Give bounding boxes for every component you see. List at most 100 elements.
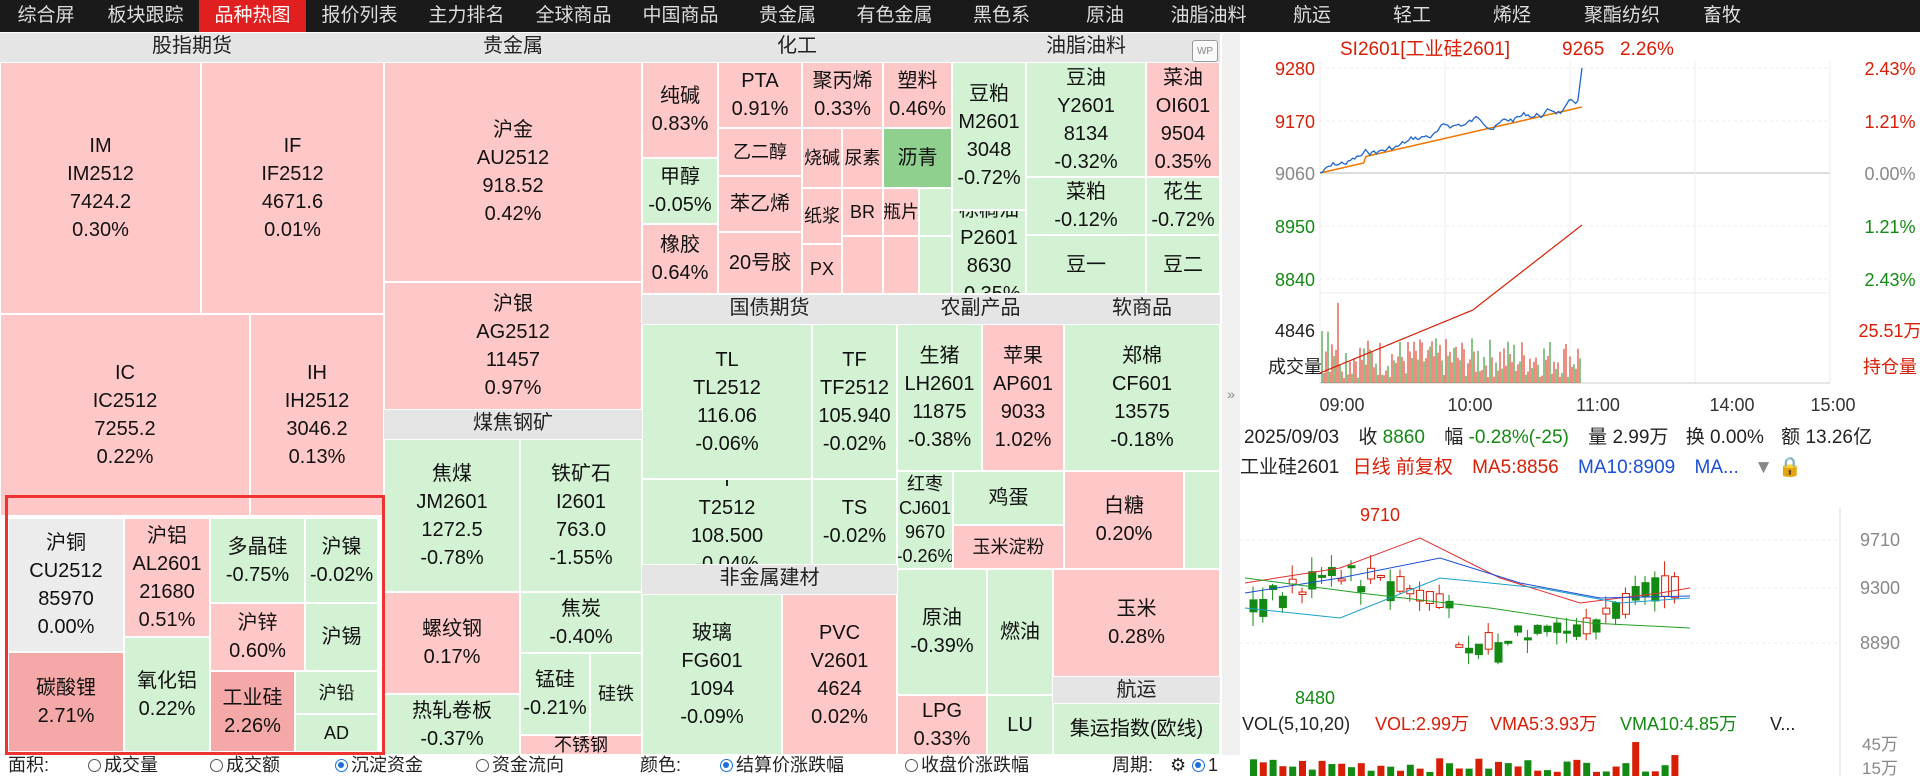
heatmap-cell-ad[interactable]: AD	[295, 714, 378, 752]
heatmap-cell-doupo[interactable]: 豆粕 M2601 3048 -0.72%	[952, 62, 1026, 210]
heatmap-cell-br[interactable]: BR	[842, 188, 883, 236]
heatmap-cell-shaojian[interactable]: 烧碱	[802, 128, 842, 188]
heatmap-cell-pingguo[interactable]: 苹果 AP601 9033 1.02%	[982, 324, 1064, 471]
gear-icon[interactable]: ⚙	[1170, 755, 1187, 775]
area-option-volume[interactable]: 成交量	[88, 755, 158, 776]
heatmap-cell-T[interactable]: T T2512 108.500 -0.04%	[642, 479, 812, 565]
heatmap-cell-IF[interactable]: IF IF2512 4671.6 0.01%	[201, 62, 384, 314]
heatmap-cell-TF[interactable]: TF TF2512 105.940 -0.02%	[812, 324, 897, 479]
heatmap-cell-shengzhu[interactable]: 生猪 LH2601 11875 -0.38%	[897, 324, 982, 471]
dropdown-triangle-icon[interactable]: ▼	[1754, 457, 1773, 478]
nav-tab-2[interactable]: 品种热图	[199, 0, 306, 32]
heatmap-cell-tansuanli[interactable]: 碳酸锂 2.71%	[8, 652, 124, 752]
heatmap-cell-luowen[interactable]: 螺纹钢 0.17%	[384, 592, 520, 694]
nav-tab-6[interactable]: 中国商品	[642, 5, 719, 26]
heatmap-cell-douyi[interactable]: 豆一	[1026, 235, 1146, 294]
area-option-oi-capital[interactable]: 沉淀资金	[335, 755, 423, 776]
heatmap-cell-blank[interactable]	[883, 236, 919, 294]
radio-selected-icon[interactable]	[720, 759, 733, 772]
radio-icon[interactable]	[905, 759, 918, 772]
heatmap-cell-gongyegui[interactable]: 工业硅 2.26%	[210, 671, 295, 752]
heatmap-cell-blank[interactable]	[1184, 471, 1220, 569]
heatmap-cell-niaosu[interactable]: 尿素	[842, 128, 883, 188]
radio-icon[interactable]	[476, 759, 489, 772]
heatmap-cell-douyou[interactable]: 豆油 Y2601 8134 -0.32%	[1026, 62, 1146, 177]
heatmap-cell-jiachun[interactable]: 甲醇 -0.05%	[642, 158, 718, 224]
area-option-amount[interactable]: 成交额	[210, 755, 280, 776]
heatmap-cell-caiyou[interactable]: 菜油 OI601 9504 0.35%	[1146, 62, 1220, 177]
nav-tab-3[interactable]: 报价列表	[321, 5, 398, 26]
heatmap-cell-pta[interactable]: PTA 0.91%	[718, 62, 802, 128]
heatmap-cell-yanghualv[interactable]: 氧化铝 0.22%	[124, 637, 210, 752]
heatmap-cell-chunjian[interactable]: 纯碱 0.83%	[642, 62, 718, 158]
heatmap-cell-blank[interactable]	[919, 188, 952, 236]
nav-tab-15[interactable]: 聚酯纺织	[1583, 5, 1660, 26]
area-option-capital-flow[interactable]: 资金流向	[476, 755, 564, 776]
heatmap-cell-IC[interactable]: IC IC2512 7255.2 0.22%	[0, 314, 250, 516]
heatmap-cell-yierchun[interactable]: 乙二醇	[718, 128, 802, 176]
heatmap-cell-guitie[interactable]: 硅铁	[590, 653, 642, 735]
heatmap-cell-huxi[interactable]: 沪锡	[305, 603, 378, 671]
radio-icon[interactable]	[88, 759, 101, 772]
heatmap-cell-ershihaojiao[interactable]: 20号胶	[718, 232, 802, 294]
nav-tab-9[interactable]: 黑色系	[972, 5, 1030, 26]
period-option[interactable]: 1	[1192, 755, 1218, 776]
heatmap-cell-ranyou[interactable]: 燃油	[987, 569, 1053, 695]
heatmap-cell-jubingxi[interactable]: 聚丙烯 0.33%	[802, 62, 883, 128]
heatmap-cell-jiaotan[interactable]: 焦炭 -0.40%	[520, 592, 642, 653]
heatmap-cell-buxiu[interactable]: 不锈钢	[520, 735, 642, 755]
wallpaper-icon[interactable]: WP	[1192, 40, 1218, 62]
heatmap-cell-px[interactable]: PX	[802, 244, 842, 294]
heatmap-cell-hunie[interactable]: 沪镍 -0.02%	[305, 518, 378, 603]
radio-icon[interactable]	[210, 759, 223, 772]
heatmap-cell-huxin[interactable]: 沪锌 0.60%	[210, 603, 305, 671]
radio-selected-icon[interactable]	[335, 759, 348, 772]
heatmap-cell-pvc[interactable]: PVC V2601 4624 0.02%	[782, 594, 897, 755]
heatmap-cell-duojinggui[interactable]: 多晶硅 -0.75%	[210, 518, 305, 603]
nav-tab-14[interactable]: 烯烃	[1492, 5, 1531, 26]
heatmap-cell-zhengmian[interactable]: 郑棉 CF601 13575 -0.18%	[1064, 324, 1220, 471]
heatmap-cell-yumi[interactable]: 玉米 0.28%	[1053, 569, 1220, 677]
heatmap-cell-hutong[interactable]: 沪铜 CU2512 85970 0.00%	[8, 518, 124, 652]
heatmap-cell-pingpian[interactable]: 瓶片	[883, 188, 919, 236]
nav-tab-8[interactable]: 有色金属	[856, 5, 933, 26]
heatmap-cell-hulv[interactable]: 沪铝 AL2601 21680 0.51%	[124, 518, 210, 637]
nav-tab-4[interactable]: 主力排名	[428, 5, 505, 26]
nav-tab-7[interactable]: 贵金属	[758, 5, 816, 26]
heatmap-cell-rezha[interactable]: 热轧卷板 -0.37%	[384, 694, 520, 755]
heatmap-cell-yuanyou[interactable]: 原油 -0.39%	[897, 569, 987, 695]
collapse-toggle[interactable]: »	[1222, 33, 1240, 755]
heatmap-cell-IH[interactable]: IH IH2512 3046.2 0.13%	[250, 314, 384, 516]
heatmap-cell-huyin[interactable]: 沪银 AG2512 11457 0.97%	[384, 282, 642, 410]
heatmap-cell-jiaomei[interactable]: 焦煤 JM2601 1272.5 -0.78%	[384, 439, 520, 592]
heatmap-cell-yumidianfen[interactable]: 玉米淀粉	[953, 525, 1064, 569]
heatmap-cell-TS[interactable]: TS -0.02%	[812, 479, 897, 565]
lock-icon[interactable]: 🔒	[1778, 457, 1802, 478]
heatmap-cell-IM[interactable]: IM IM2512 7424.2 0.30%	[0, 62, 201, 314]
heatmap-cell-jidan[interactable]: 鸡蛋	[953, 471, 1064, 525]
color-option-settle[interactable]: 结算价涨跌幅	[720, 755, 844, 776]
heatmap-cell-hongzao[interactable]: 红枣 CJ601 9670 -0.26%	[897, 471, 953, 569]
heatmap-cell-huqian[interactable]: 沪铅	[295, 671, 378, 714]
nav-tab-0[interactable]: 综合屏	[17, 5, 75, 26]
heatmap-cell-tiekuang[interactable]: 铁矿石 I2601 763.0 -1.55%	[520, 439, 642, 592]
heatmap-cell-lpg[interactable]: LPG 0.33%	[897, 695, 987, 755]
heatmap-cell-jiyun[interactable]: 集运指数(欧线)	[1053, 703, 1220, 755]
nav-tab-10[interactable]: 原油	[1085, 5, 1124, 26]
heatmap-cell-benyixi[interactable]: 苯乙烯	[718, 176, 802, 232]
heatmap-cell-baitang[interactable]: 白糖 0.20%	[1064, 471, 1184, 569]
heatmap-cell-hujin[interactable]: 沪金 AU2512 918.52 0.42%	[384, 62, 642, 282]
nav-tab-12[interactable]: 航运	[1292, 5, 1331, 26]
heatmap-cell-zonglv[interactable]: 棕榈油 P2601 8630 -0.35%	[952, 210, 1026, 294]
color-option-close[interactable]: 收盘价涨跌幅	[905, 755, 1029, 776]
nav-tab-16[interactable]: 畜牧	[1702, 5, 1741, 26]
heatmap-cell-boli[interactable]: 玻璃 FG601 1094 -0.09%	[642, 594, 782, 755]
nav-tab-11[interactable]: 油脂油料	[1170, 5, 1247, 26]
radio-selected-icon[interactable]	[1192, 759, 1205, 772]
nav-tab-5[interactable]: 全球商品	[535, 5, 612, 26]
nav-tab-1[interactable]: 板块跟踪	[107, 5, 184, 26]
intraday-chart[interactable]: SI2601[工业硅2601] 9265 2.26% 9280 2.43% 9170 1.2…	[1240, 33, 1920, 423]
heatmap-cell-caipo[interactable]: 菜粕 -0.12%	[1026, 177, 1146, 235]
heatmap-cell-suliao[interactable]: 塑料 0.46%	[883, 62, 952, 128]
heatmap-cell-xiangjiao[interactable]: 橡胶 0.64%	[642, 224, 718, 294]
